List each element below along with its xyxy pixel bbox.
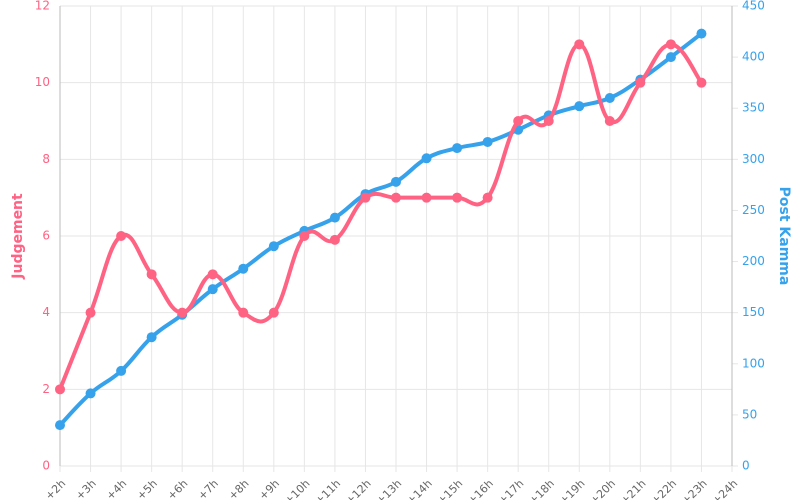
y2-tick-label: 200	[742, 254, 765, 268]
data-point	[268, 307, 279, 318]
data-point	[146, 269, 157, 280]
y2-tick-label: 300	[742, 152, 765, 166]
y-tick-label: 12	[35, 0, 50, 13]
data-point	[696, 28, 707, 39]
x-tick-label: +24h	[710, 477, 741, 500]
data-point	[207, 284, 218, 295]
y-tick-label: 10	[35, 75, 50, 89]
data-point	[299, 231, 310, 241]
x-tick-label: +2h	[43, 477, 69, 500]
data-point	[665, 39, 676, 50]
data-point	[177, 307, 188, 318]
y-tick-label: 2	[42, 382, 50, 396]
data-point	[452, 192, 463, 203]
data-point	[482, 192, 493, 203]
x-tick-label: +20h	[588, 477, 619, 500]
y2-tick-label: 100	[742, 356, 765, 370]
x-tick-label: +16h	[465, 477, 496, 500]
x-tick-label: +4h	[104, 477, 130, 500]
y2-tick-label: 250	[742, 203, 765, 217]
data-point	[55, 384, 65, 395]
data-point	[574, 101, 585, 112]
data-point	[604, 93, 615, 103]
y-tick-label: 0	[42, 459, 50, 473]
data-point	[513, 116, 524, 126]
data-point	[55, 420, 65, 431]
series-line	[58, 32, 703, 427]
data-point	[238, 263, 249, 274]
x-tick-label: +12h	[343, 477, 374, 500]
x-tick-label: +11h	[313, 477, 344, 500]
y-tick-label: 4	[42, 305, 50, 319]
data-point	[207, 269, 218, 280]
data-point	[268, 241, 279, 252]
y-axis-title: Judgement	[10, 193, 26, 280]
x-tick-label: +8h	[226, 477, 252, 500]
x-tick-label: +15h	[435, 477, 466, 500]
data-point	[635, 77, 646, 88]
x-tick-label: +3h	[73, 477, 99, 500]
data-point	[391, 192, 401, 203]
x-tick-label: +5h	[134, 477, 160, 500]
data-point	[85, 307, 96, 318]
data-point	[116, 231, 127, 241]
data-point	[238, 307, 249, 318]
data-point	[116, 365, 127, 376]
x-tick-label: +19h	[557, 477, 588, 500]
data-point	[360, 192, 371, 203]
data-point	[329, 212, 340, 223]
x-tick-label: +22h	[649, 477, 680, 500]
data-point	[604, 116, 615, 126]
data-point	[665, 52, 676, 63]
y2-tick-label: 400	[742, 50, 765, 64]
x-tick-label: +9h	[256, 477, 282, 500]
x-tick-label: +14h	[404, 477, 435, 500]
x-tick-label: +21h	[618, 477, 649, 500]
data-point	[543, 116, 554, 126]
data-point	[85, 388, 96, 399]
data-point	[696, 77, 707, 88]
y-tick-label: 8	[42, 152, 50, 166]
data-point	[329, 234, 340, 245]
y2-tick-label: 0	[742, 459, 750, 473]
y2-tick-label: 450	[742, 0, 765, 13]
data-point	[574, 39, 585, 50]
y2-axis-title: Post Kamma	[776, 187, 792, 286]
y-tick-label: 6	[42, 229, 50, 243]
y2-tick-label: 50	[742, 407, 757, 421]
x-tick-label: +17h	[496, 477, 527, 500]
data-point	[421, 153, 432, 164]
x-tick-label: +6h	[165, 477, 191, 500]
data-point	[482, 136, 493, 147]
x-tick-label: +18h	[526, 477, 557, 500]
data-point	[391, 176, 401, 187]
x-tick-label: +13h	[374, 477, 405, 500]
y2-tick-label: 150	[742, 305, 765, 319]
y2-tick-label: 350	[742, 101, 765, 115]
data-point	[146, 332, 157, 343]
series-line	[58, 42, 704, 391]
x-tick-label: +10h	[282, 477, 313, 500]
data-point	[421, 192, 432, 203]
x-tick-label: +7h	[195, 477, 221, 500]
x-tick-label: +23h	[679, 477, 710, 500]
data-point	[452, 143, 463, 154]
